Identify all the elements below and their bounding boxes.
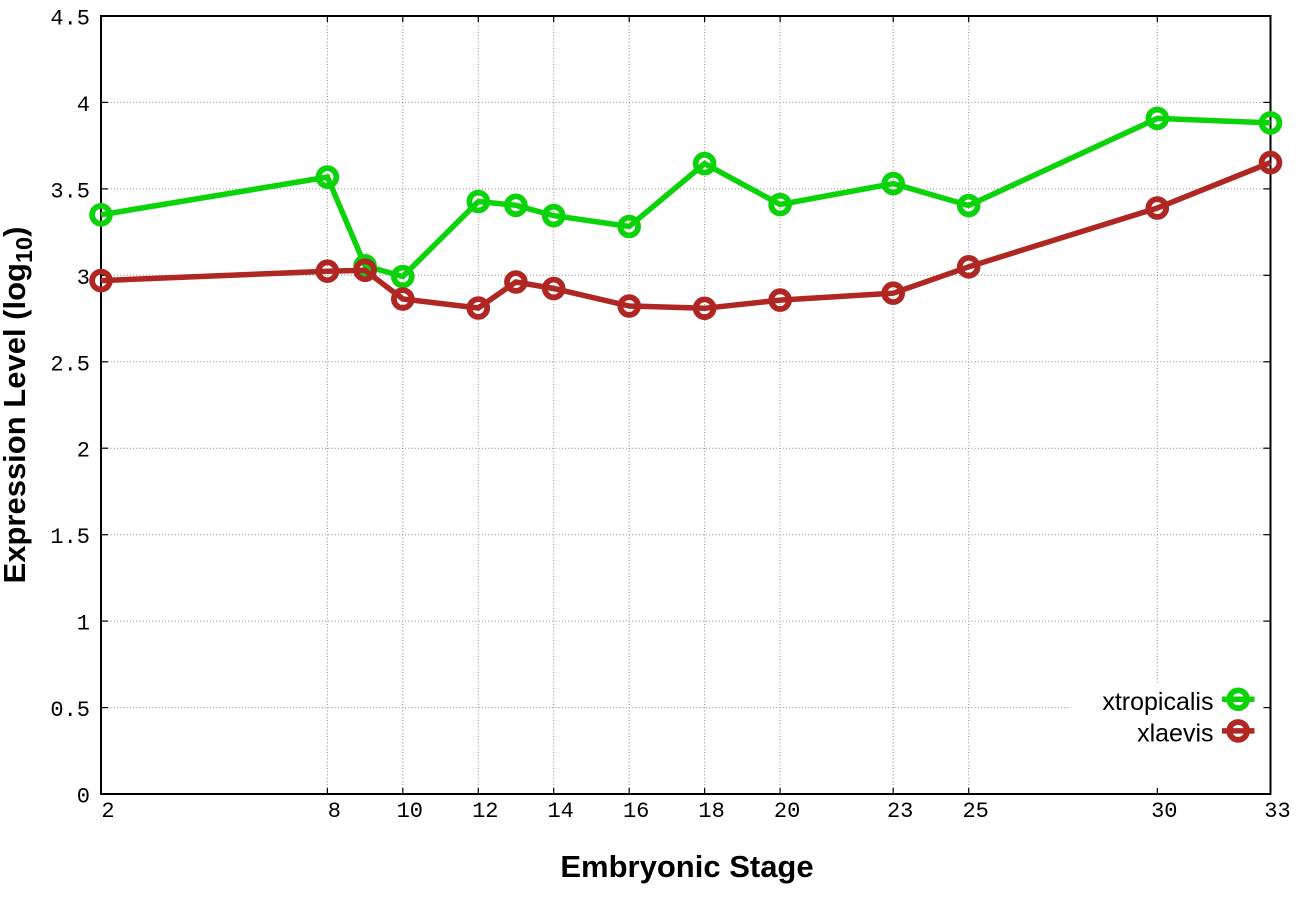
svg-text:xtropicalis: xtropicalis [1102, 688, 1213, 716]
svg-text:2: 2 [101, 799, 114, 824]
svg-text:1.5: 1.5 [50, 525, 90, 550]
svg-text:3.5: 3.5 [50, 179, 90, 204]
svg-text:18: 18 [698, 799, 724, 824]
svg-text:23: 23 [887, 799, 913, 824]
svg-text:30: 30 [1151, 799, 1177, 824]
svg-text:16: 16 [623, 799, 649, 824]
svg-text:xlaevis: xlaevis [1137, 720, 1213, 748]
svg-text:2: 2 [77, 439, 90, 464]
svg-text:4: 4 [77, 93, 90, 118]
svg-text:0: 0 [77, 785, 90, 810]
svg-text:25: 25 [962, 799, 988, 824]
svg-text:3: 3 [77, 266, 90, 291]
svg-text:Expression Level (log10): Expression Level (log10) [0, 227, 37, 584]
svg-text:1: 1 [77, 612, 90, 637]
svg-text:12: 12 [472, 799, 498, 824]
svg-text:33: 33 [1264, 799, 1290, 824]
svg-text:8: 8 [328, 799, 341, 824]
svg-text:20: 20 [774, 799, 800, 824]
svg-text:10: 10 [397, 799, 423, 824]
svg-text:4.5: 4.5 [50, 7, 90, 32]
svg-text:14: 14 [547, 799, 573, 824]
svg-text:2.5: 2.5 [50, 352, 90, 377]
svg-text:0.5: 0.5 [50, 698, 90, 723]
svg-text:Embryonic Stage: Embryonic Stage [560, 849, 813, 884]
